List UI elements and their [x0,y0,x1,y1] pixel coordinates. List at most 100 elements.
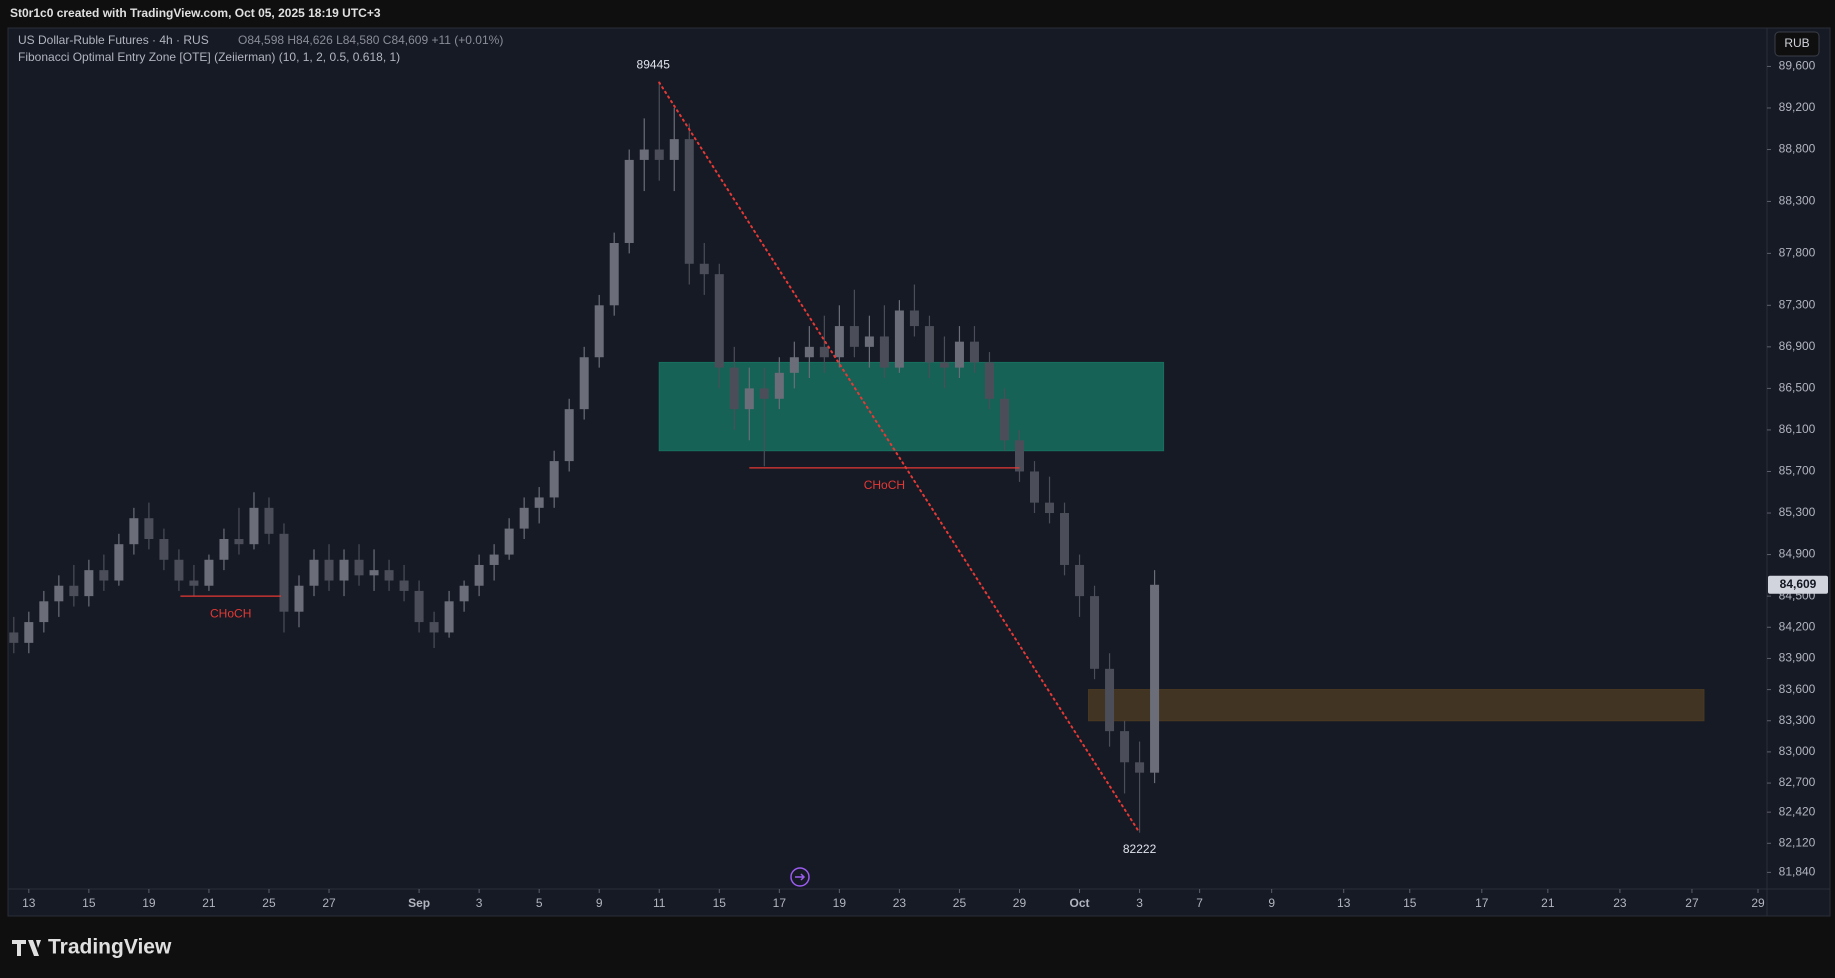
y-tick-label: 83,900 [1779,651,1816,665]
candle-body [624,159,634,243]
candle-body [864,336,874,347]
x-tick-label: 27 [322,896,336,910]
candle-body [324,559,334,581]
candle-body [609,242,619,306]
bottom-bar [0,917,1835,978]
candle-body [339,559,349,581]
header: St0r1c0 created with TradingView.com, Oc… [10,6,381,20]
replay-arrow [795,873,806,881]
candle-body [789,357,799,373]
swing-low-label: 82222 [1123,842,1157,856]
candle-body [54,585,64,602]
y-tick-label: 89,600 [1779,59,1816,73]
x-tick-label: 9 [1268,896,1275,910]
candle-body [384,570,394,581]
zone [658,361,1165,452]
candle-body [819,346,829,358]
candle-body [579,357,589,410]
candle-body [234,538,244,545]
candle-body [504,528,514,555]
x-tick-label: 25 [262,896,276,910]
x-tick-label: 25 [953,896,967,910]
candle-body [114,544,124,581]
candle-body [1075,564,1085,597]
candle-body [414,590,424,623]
candle-body [279,533,289,612]
candle-body [534,497,544,508]
x-tick-label: Oct [1070,896,1090,910]
candle-body [1150,584,1160,773]
logo-text: TradingView [48,936,172,959]
chart-area [7,27,1831,917]
replay-icon[interactable] [790,867,810,887]
candle-body [144,518,154,539]
y-tick-label: 82,700 [1779,775,1816,789]
x-tick-label: 17 [1475,896,1489,910]
y-tick-label: 82,420 [1779,804,1816,818]
candle-body [714,274,724,368]
candle-body [129,518,139,545]
candle-body [354,559,364,576]
candle-body [849,326,859,347]
currency-button[interactable] [1774,31,1820,57]
x-tick-label: 29 [1013,896,1027,910]
candle-body [909,310,919,327]
candle-body [999,398,1009,441]
x-tick-label: 15 [1403,896,1417,910]
x-tick-label: 9 [596,896,603,910]
candle-body [9,632,19,643]
candle-body [444,601,454,633]
logo-icon [12,940,41,956]
ohlc-legend: O84,598 H84,626 L84,580 C84,609 +11 (+0.… [238,33,503,47]
y-tick-label: 85,700 [1779,464,1816,478]
candle-body [474,564,484,586]
candle-body [744,388,754,410]
swing-high-label: 89445 [637,58,671,72]
y-tick-label: 85,300 [1779,505,1816,519]
currency-label: RUB [1784,36,1809,50]
candle-body [639,149,649,160]
candle-body [294,585,304,612]
y-tick-label: 83,000 [1779,744,1816,758]
x-tick-label: 13 [22,896,36,910]
y-tick-label: 86,100 [1779,422,1816,436]
candle-body [204,559,214,586]
candle-body [939,362,949,368]
candle-body [1060,513,1070,565]
candle-body [654,149,664,160]
candle-body [39,601,49,623]
x-tick-label: 15 [713,896,727,910]
candle-body [684,139,694,264]
x-tick-label: 21 [202,896,216,910]
candle-body [99,570,109,581]
choch-label: CHoCH [864,478,905,492]
candle-body [1090,596,1100,669]
candle-body [489,554,499,565]
y-tick-label: 87,300 [1779,297,1816,311]
swing-line [658,81,1141,834]
y-tick-label: 89,200 [1779,100,1816,114]
candle-body [954,341,964,368]
candle-body [429,622,439,633]
candle-body [1105,668,1115,732]
candle-body [834,326,844,358]
candle-body [24,622,34,643]
indicator-label: Fibonacci Optimal Entry Zone [OTE] (Zeii… [18,50,400,64]
candle-body [924,326,934,363]
candle-body [84,570,94,597]
candle-body [1029,471,1040,503]
candle-body [1120,731,1130,763]
y-tick-label: 86,500 [1779,381,1816,395]
candle-body [969,341,979,363]
choch-label: CHoCH [210,606,251,620]
candle-body [189,580,199,586]
x-tick-label: 7 [1196,896,1203,910]
x-tick-label: 29 [1751,896,1765,910]
x-tick-label: 19 [142,896,156,910]
x-tick-label: 19 [833,896,847,910]
candle-body [894,310,904,368]
y-tick-label: 86,900 [1779,339,1816,353]
y-tick-label: 84,900 [1779,547,1816,561]
